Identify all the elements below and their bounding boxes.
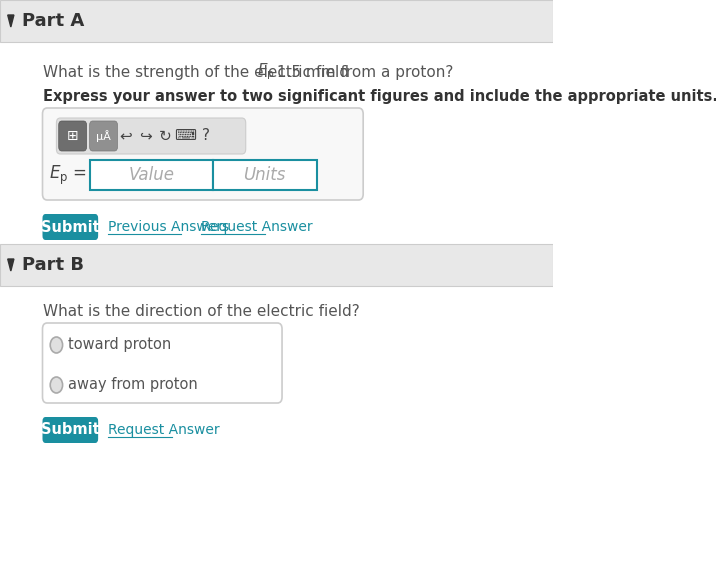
Text: ↪: ↪ xyxy=(139,128,152,143)
Text: ⌨: ⌨ xyxy=(175,128,196,143)
Text: toward proton: toward proton xyxy=(68,338,171,353)
Text: Request Answer: Request Answer xyxy=(201,220,313,234)
FancyBboxPatch shape xyxy=(90,121,117,151)
Text: μÅ: μÅ xyxy=(96,130,111,142)
Text: ⊞: ⊞ xyxy=(67,129,79,143)
Text: Units: Units xyxy=(243,166,286,184)
Bar xyxy=(90,160,213,190)
Polygon shape xyxy=(8,15,14,27)
Text: away from proton: away from proton xyxy=(68,377,198,392)
Text: What is the direction of the electric field?: What is the direction of the electric fi… xyxy=(42,303,359,318)
Text: Submit: Submit xyxy=(41,220,100,235)
Text: ↩: ↩ xyxy=(119,128,132,143)
Bar xyxy=(213,160,316,190)
Text: ↻: ↻ xyxy=(159,128,172,143)
Text: What is the strength of the electric field: What is the strength of the electric fie… xyxy=(42,65,354,80)
Text: $E_\mathrm{p}$: $E_\mathrm{p}$ xyxy=(256,62,274,82)
Text: Previous Answers: Previous Answers xyxy=(108,220,229,234)
Text: Express your answer to two significant figures and include the appropriate units: Express your answer to two significant f… xyxy=(42,88,716,103)
Text: ?: ? xyxy=(201,128,210,143)
FancyBboxPatch shape xyxy=(42,417,98,443)
FancyBboxPatch shape xyxy=(57,118,246,154)
Polygon shape xyxy=(8,259,14,271)
Text: Request Answer: Request Answer xyxy=(108,423,220,437)
Text: Value: Value xyxy=(128,166,175,184)
Text: Part B: Part B xyxy=(21,256,84,274)
Text: $E_\mathrm{p}$ =: $E_\mathrm{p}$ = xyxy=(49,164,87,187)
Bar xyxy=(0,0,553,42)
Text: 1.5 mm from a proton?: 1.5 mm from a proton? xyxy=(272,65,453,80)
FancyBboxPatch shape xyxy=(59,121,87,151)
Text: Part A: Part A xyxy=(21,12,84,30)
Bar xyxy=(0,244,553,286)
Circle shape xyxy=(50,377,62,393)
Circle shape xyxy=(50,337,62,353)
FancyBboxPatch shape xyxy=(42,108,363,200)
FancyBboxPatch shape xyxy=(42,323,282,403)
FancyBboxPatch shape xyxy=(42,214,98,240)
Text: Submit: Submit xyxy=(41,423,100,438)
